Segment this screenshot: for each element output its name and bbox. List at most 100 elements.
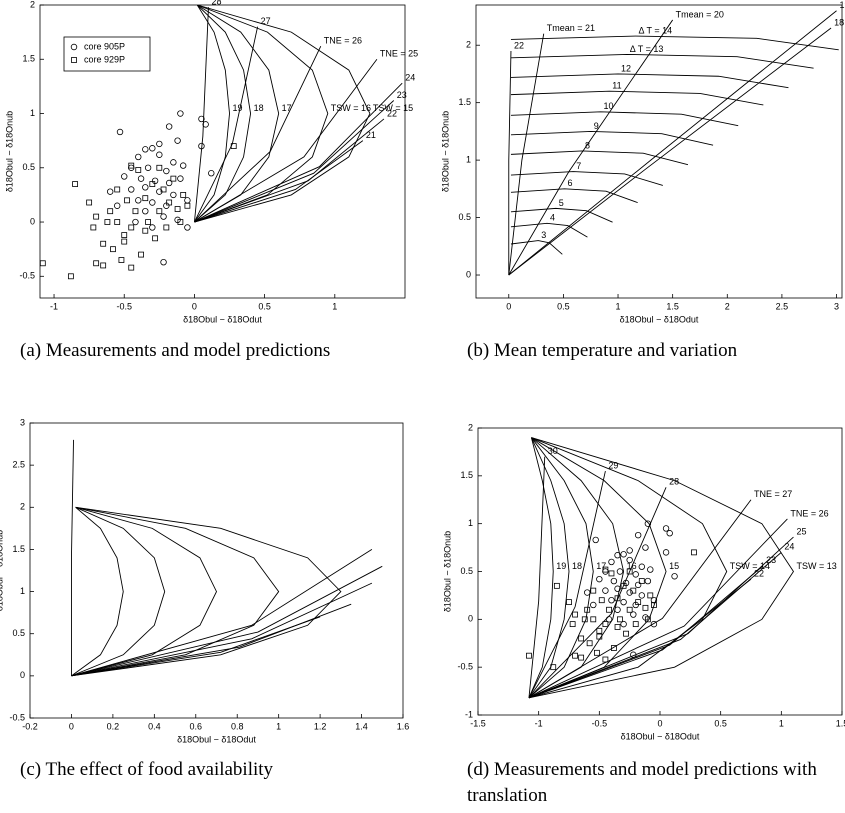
circle-marker: [642, 544, 649, 551]
caption: (b) Mean temperature and variation: [467, 340, 738, 361]
square-marker: [651, 602, 657, 608]
curve-label: Tmean = 20: [676, 9, 724, 19]
x-tick-label: 1: [276, 721, 281, 731]
square-marker: [135, 167, 142, 173]
circle-marker: [174, 137, 181, 144]
y-axis-label: δ18Obul − δ18Onub: [0, 530, 4, 611]
square-marker: [128, 264, 135, 271]
curve-label: 5: [559, 198, 564, 208]
square-marker: [132, 208, 139, 215]
circle-marker: [70, 43, 78, 51]
curve-label: 7: [576, 161, 581, 171]
x-axis-label: δ18Obul − δ18Odut: [621, 731, 700, 741]
circle-marker: [208, 170, 215, 177]
y-tick-label: -0.5: [457, 662, 473, 672]
square-marker: [526, 652, 532, 659]
square-marker: [104, 219, 111, 225]
model-curve: [510, 240, 563, 255]
curve-label: 10: [604, 101, 614, 111]
legend-label: core 929P: [84, 54, 125, 64]
plot-area: [526, 437, 795, 699]
plot-area: [40, 5, 403, 280]
model-curve: [528, 565, 764, 699]
square-marker: [67, 273, 74, 280]
circle-marker: [114, 202, 121, 209]
model-curve: [194, 5, 280, 223]
model-curve: [71, 565, 383, 677]
model-curve: [193, 7, 209, 223]
y-tick-label: 1.5: [458, 97, 471, 107]
caption: (d) Measurements and model predictions w…: [467, 759, 817, 806]
curve-label: 23: [766, 555, 776, 565]
y-tick-label: -0.5: [19, 271, 35, 281]
x-tick-label: -0.5: [116, 301, 132, 311]
x-tick-label: 1.2: [314, 721, 327, 731]
panel: -1.5-1-0.500.511.5-1-0.500.511.52δ18Obul…: [442, 422, 845, 741]
y-tick-label: 1: [30, 108, 35, 118]
model-curve: [71, 616, 321, 677]
y-tick-label: 2: [466, 40, 471, 50]
model-curve: [194, 5, 371, 223]
circle-marker: [626, 547, 633, 554]
square-marker: [142, 227, 149, 234]
square-marker: [581, 616, 588, 623]
square-marker: [121, 232, 128, 238]
square-marker: [602, 621, 609, 628]
x-tick-label: 2: [725, 301, 730, 311]
circle-marker: [156, 151, 163, 158]
square-marker: [647, 592, 654, 599]
x-tick-label: 1: [332, 301, 337, 311]
curve-label: 6: [567, 178, 572, 188]
circle-marker: [160, 258, 167, 266]
circle-marker: [630, 611, 637, 618]
circle-marker: [184, 224, 191, 231]
axes-frame: [477, 427, 843, 716]
y-tick-label: -1: [465, 709, 473, 719]
model-curve: [528, 437, 594, 699]
model-curve: [71, 506, 124, 677]
curve-label: 24: [405, 73, 415, 83]
x-tick-label: 0: [506, 301, 511, 311]
circle-marker: [135, 197, 142, 204]
curve-label: 22: [514, 40, 524, 50]
model-curve: [528, 578, 752, 699]
square-marker: [128, 224, 135, 231]
square-marker: [642, 604, 649, 611]
square-marker: [626, 568, 633, 575]
circle-marker: [149, 224, 156, 231]
square-marker: [572, 652, 578, 659]
square-marker: [584, 606, 591, 613]
model-curve: [194, 5, 252, 223]
plot-area: [508, 10, 839, 276]
y-tick-label: 2: [468, 422, 473, 432]
x-axis-label: δ18Obul − δ18Odut: [183, 314, 262, 324]
square-marker: [163, 224, 170, 231]
model-curve: [71, 506, 166, 677]
square-marker: [598, 597, 605, 604]
square-marker: [177, 219, 184, 225]
square-marker: [40, 260, 46, 267]
circle-marker: [177, 110, 184, 117]
x-tick-label: 1.4: [355, 721, 368, 731]
x-tick-label: 2.5: [776, 301, 789, 311]
circle-marker: [590, 601, 597, 609]
circle-marker: [592, 536, 599, 544]
x-tick-label: 0.5: [714, 718, 727, 728]
curve-label: TNE = 25: [380, 49, 418, 59]
model-curve: [194, 5, 230, 223]
square-marker: [590, 616, 597, 623]
circle-marker: [144, 164, 152, 171]
curve-label: Tmean = 21: [547, 23, 595, 33]
model-curve: [70, 439, 74, 676]
x-tick-label: 0: [657, 718, 662, 728]
x-tick-label: 1.5: [836, 718, 845, 728]
curve-label: 23: [397, 90, 407, 100]
model-curve: [528, 437, 667, 699]
square-marker: [590, 587, 597, 594]
model-curve: [510, 35, 839, 51]
x-axis-label: δ18Obul − δ18Odut: [620, 314, 699, 324]
y-tick-label: -0.5: [9, 712, 25, 722]
circle-marker: [638, 592, 645, 599]
square-marker: [184, 202, 191, 209]
model-curve: [528, 456, 546, 698]
